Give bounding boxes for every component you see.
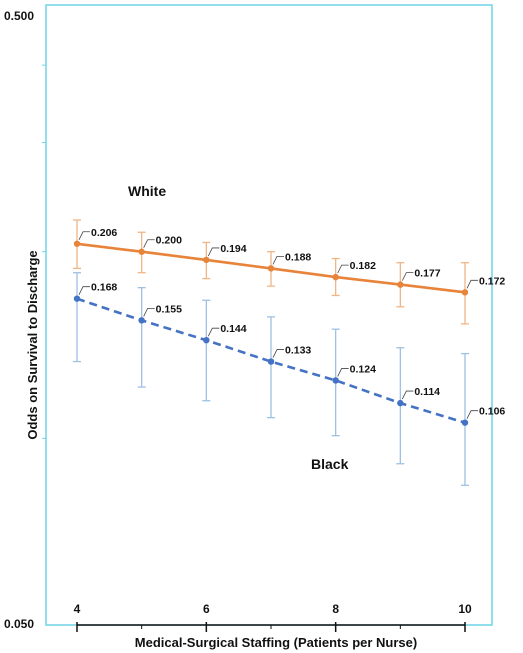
data-label-leader-black xyxy=(401,390,414,400)
data-labels: 0.206 0.200 0.194 0.188 0.182 0.177 0.172 0.168… xyxy=(78,227,505,419)
data-label-black: 0.114 xyxy=(414,386,440,398)
data-label-white: 0.200 xyxy=(156,235,182,247)
data-point-white xyxy=(267,265,275,272)
data-point-white xyxy=(461,289,469,296)
data-point-white xyxy=(332,273,339,281)
data-point-black xyxy=(203,336,210,344)
data-label-leader-white xyxy=(78,231,90,240)
data-label-leader-black xyxy=(78,286,90,295)
data-label-leader-black xyxy=(143,307,155,317)
x-axis-title: Medical-Surgical Staffing (Patients per … xyxy=(135,635,417,650)
y-axis-title: Odds on Survival to Discharge xyxy=(25,250,40,439)
data-point-black xyxy=(461,419,469,426)
data-point-black xyxy=(397,399,404,407)
data-label-leader-white xyxy=(143,239,155,248)
y-tick-label-bottom: 0.050 xyxy=(4,617,34,631)
data-label-white: 0.194 xyxy=(220,243,246,255)
data-label-leader-white xyxy=(272,255,284,265)
data-label-leader-black xyxy=(337,368,349,377)
x-tick-label: 6 xyxy=(203,602,210,616)
data-label-white: 0.206 xyxy=(91,227,117,239)
data-label-leader-white xyxy=(401,272,414,281)
data-label-leader-white xyxy=(207,247,220,257)
data-point-white xyxy=(203,256,210,264)
axis-ticks: 4 6 8 10 0.500 0.050 xyxy=(4,9,472,632)
data-label-white: 0.188 xyxy=(285,251,311,263)
data-label-leader-white xyxy=(337,264,349,274)
x-tick-label: 8 xyxy=(332,602,339,616)
data-label-leader-white xyxy=(466,279,478,289)
data-point-black xyxy=(267,358,275,365)
data-points xyxy=(73,240,469,426)
data-point-white xyxy=(138,248,145,255)
plot-border xyxy=(45,4,493,626)
data-label-white: 0.172 xyxy=(479,275,505,287)
data-label-white: 0.177 xyxy=(414,268,440,280)
series-label-white: White xyxy=(128,183,166,199)
data-label-black: 0.155 xyxy=(156,303,182,315)
data-label-black: 0.144 xyxy=(220,323,246,335)
y-tick-label-top: 0.500 xyxy=(4,9,34,23)
x-tick-label: 4 xyxy=(74,602,81,616)
data-label-black: 0.124 xyxy=(350,363,376,375)
data-label-black: 0.168 xyxy=(91,282,117,294)
x-tick-label: 10 xyxy=(458,602,472,616)
data-label-black: 0.133 xyxy=(285,345,311,357)
error-bars xyxy=(73,219,469,486)
data-label-black: 0.106 xyxy=(479,406,505,418)
data-label-leader-black xyxy=(466,410,478,419)
data-point-black xyxy=(73,295,81,302)
data-point-black xyxy=(138,317,145,324)
data-point-white xyxy=(73,240,81,247)
data-label-leader-black xyxy=(272,349,284,358)
series-label-black: Black xyxy=(311,456,349,472)
plot-frame xyxy=(45,4,493,626)
data-label-white: 0.182 xyxy=(350,260,376,272)
data-point-white xyxy=(397,281,404,288)
data-point-black xyxy=(332,377,339,384)
data-label-leader-black xyxy=(207,327,220,337)
